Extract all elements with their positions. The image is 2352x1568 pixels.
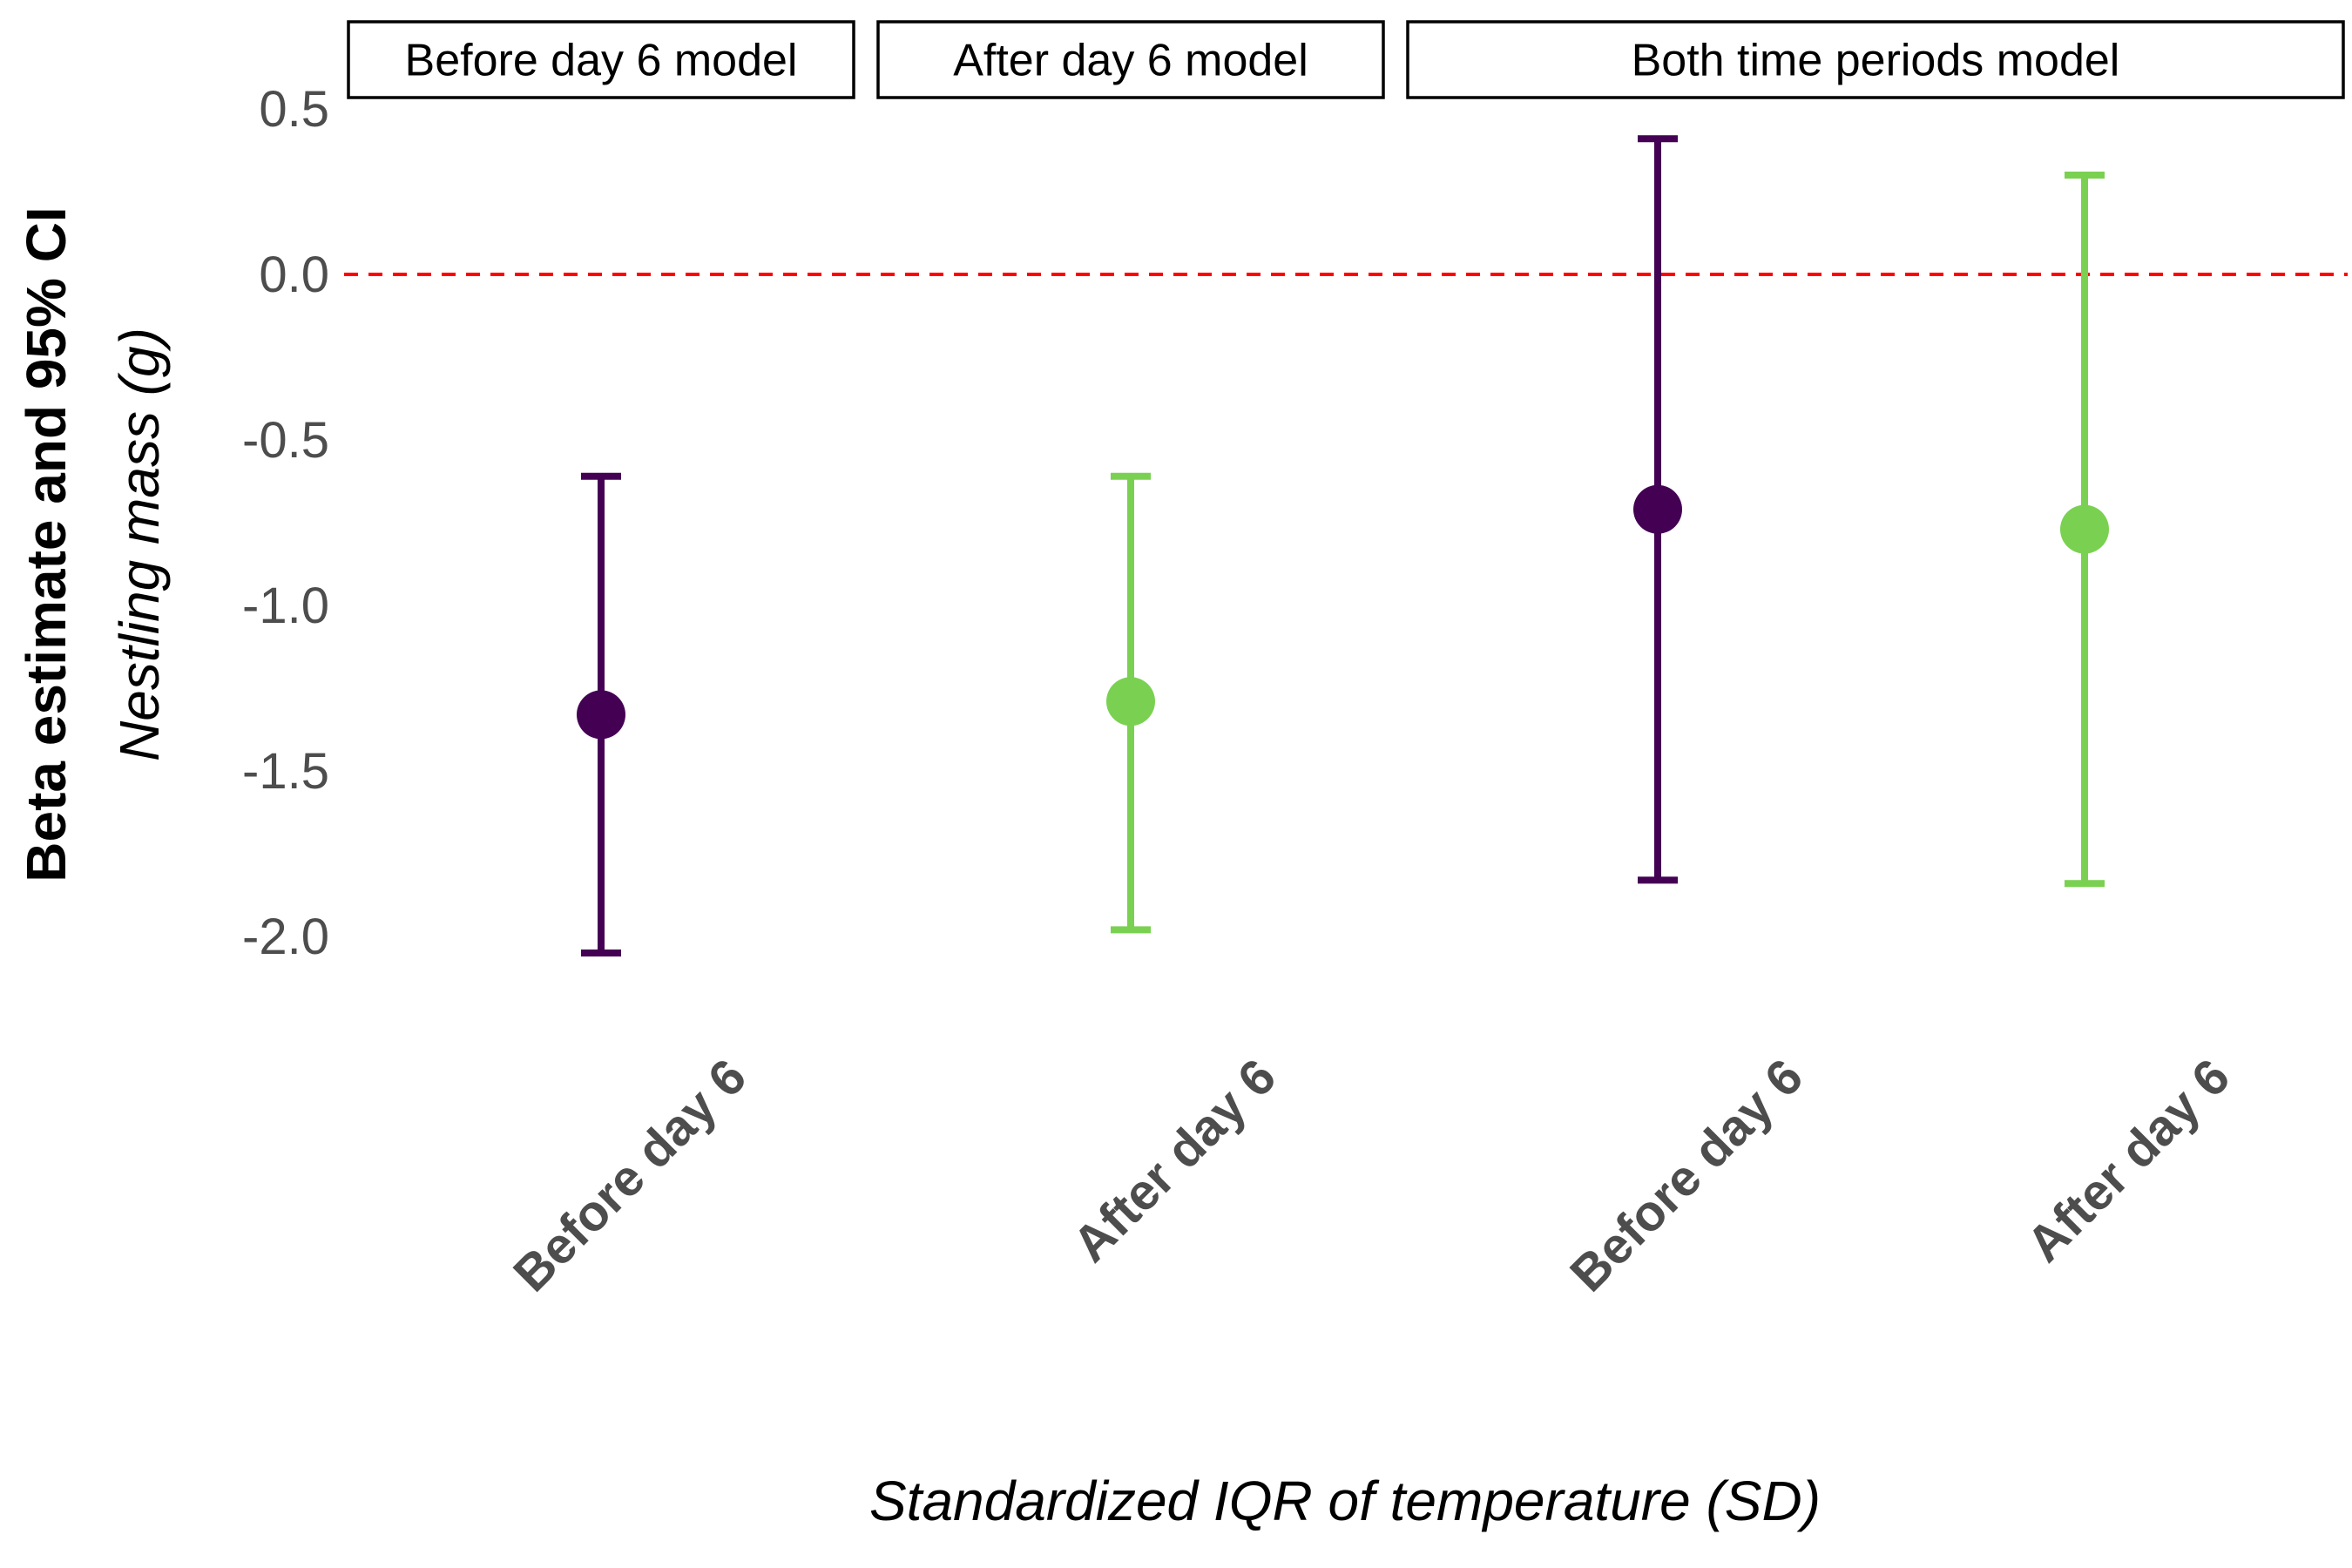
facet-strip-box xyxy=(1406,20,2345,99)
facet-strips: Before day 6 model After day 6 model Both … xyxy=(347,20,2345,99)
y-axis-title: Beta estimate and 95% CI Nestling mass (… xyxy=(15,206,171,882)
data-marks xyxy=(577,135,2109,956)
facet-strip-label: Both time periods model xyxy=(1632,36,2120,86)
y-tick-label: 0.5 xyxy=(259,81,329,138)
y-axis-title-sub: Nestling mass (g) xyxy=(108,328,171,761)
facet-strip-label: Before day 6 model xyxy=(405,36,798,86)
y-tick-label: -1.0 xyxy=(242,578,329,634)
y-axis-title-main: Beta estimate and 95% CI xyxy=(15,206,78,882)
estimate-point xyxy=(2060,504,2109,554)
facet-strip-box xyxy=(876,20,1385,99)
estimate-point xyxy=(1633,484,1682,534)
y-tick-label: -1.5 xyxy=(242,743,329,800)
facet-strip-label: After day 6 model xyxy=(953,36,1308,86)
y-axis-ticks: 0.5 0.0 -0.5 -1.0 -1.5 -2.0 xyxy=(242,81,329,965)
y-tick-label: -2.0 xyxy=(242,909,329,965)
y-tick-label: -0.5 xyxy=(242,412,329,469)
estimate-point xyxy=(577,690,625,740)
x-axis-title: Standardized IQR of temperature (SD) xyxy=(869,1470,1821,1532)
estimate-point xyxy=(1106,677,1155,727)
facet-strip-box xyxy=(347,20,855,99)
y-tick-label: 0.0 xyxy=(259,247,329,303)
